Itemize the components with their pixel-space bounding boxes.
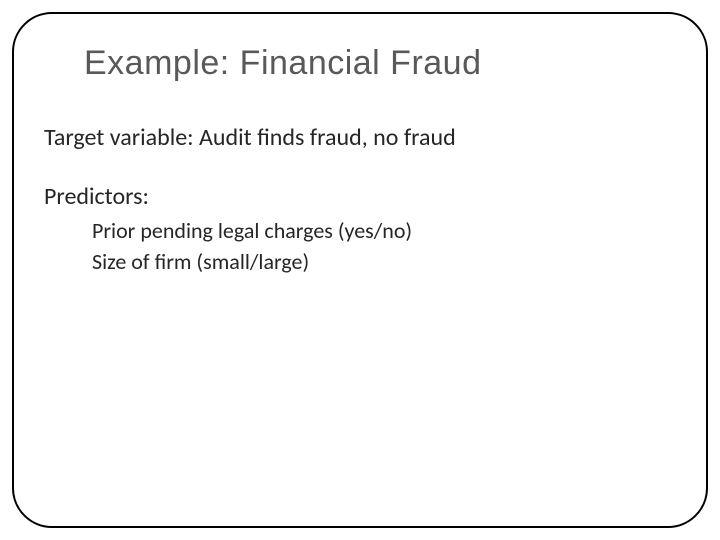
slide-title: Example: Financial Fraud bbox=[84, 44, 706, 83]
predictor-item: Size of firm (small/large) bbox=[92, 248, 706, 275]
predictors-label: Predictors: bbox=[44, 182, 706, 211]
target-variable-line: Target variable: Audit finds fraud, no f… bbox=[44, 123, 706, 152]
predictor-item: Prior pending legal charges (yes/no) bbox=[92, 217, 706, 244]
slide-frame: Example: Financial Fraud Target variable… bbox=[12, 12, 708, 528]
